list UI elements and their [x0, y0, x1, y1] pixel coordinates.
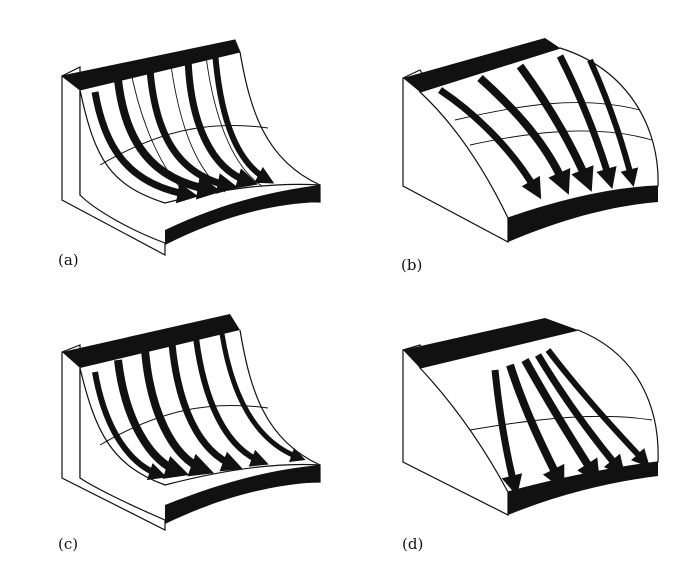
panel-label-d: (d)	[402, 535, 424, 553]
panel-b-flow-arrow	[438, 87, 542, 200]
panel-a-front-band	[165, 185, 320, 245]
panel-b-top-band	[403, 38, 560, 92]
panel-d-flow-arrow	[491, 369, 523, 497]
panel-a-flow-arrow	[146, 69, 239, 194]
panel-label-c: (c)	[58, 535, 79, 553]
panel-c-top-band	[62, 314, 240, 368]
panel-c-front-band	[165, 465, 320, 524]
panel-c-block	[61, 314, 321, 531]
panel-b-flow-arrow	[477, 75, 571, 195]
panel-c-flow-arrow	[114, 359, 190, 479]
panel-d-flow-arrow	[521, 358, 601, 485]
panel-a-right-edge	[239, 51, 321, 186]
panel-b-block	[402, 38, 659, 243]
panel-c-flow-arrow	[92, 371, 167, 481]
panel-a-flow-arrow	[184, 57, 259, 189]
panel-d-flow-arrow	[506, 363, 565, 491]
panel-c-flow-arrow	[219, 333, 306, 463]
panel-c-flow-arrow	[141, 349, 215, 477]
panel-d-flow-arrow	[545, 348, 650, 468]
panel-b-front-band	[508, 186, 658, 242]
panel-a-flow-arrow	[91, 91, 199, 204]
panel-b-flow-arrow	[516, 63, 594, 192]
panel-d-block	[402, 318, 659, 516]
panel-label-b: (b)	[401, 256, 423, 274]
panel-d-flow-arrow	[534, 353, 626, 477]
panel-d-top-band	[403, 318, 578, 368]
panel-c-right-edge	[239, 329, 321, 466]
panel-d-grid-line	[469, 415, 653, 431]
panel-c-flow-arrow	[193, 337, 269, 467]
panel-b-flow-arrow	[556, 54, 617, 190]
panel-b-flow-arrow	[587, 58, 639, 187]
panel-label-a: (a)	[58, 251, 79, 269]
panel-a-flow-arrow	[114, 79, 222, 200]
panel-a-flow-arrow	[212, 51, 275, 184]
panel-a-block	[60, 39, 321, 257]
panel-c-flow-arrow	[168, 343, 243, 472]
